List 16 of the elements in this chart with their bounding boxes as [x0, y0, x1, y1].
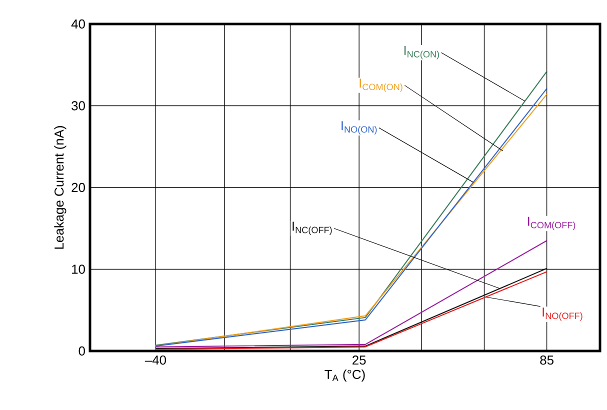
y-tick-label: 40 [71, 19, 85, 29]
x-tick-label: 25 [352, 356, 366, 365]
text: I$_{NC(OFF)}$ [292, 222, 332, 235]
y-tick-label: 20 [72, 182, 85, 192]
y-tick-label: 10 [72, 264, 85, 274]
x-axis-title: T$_{A}$ (°C) [324, 370, 365, 382]
y-axis-title: Leakage Current (nA) [54, 126, 66, 249]
x-tick-label: –40 [144, 356, 166, 365]
y-tick-label: 30 [72, 101, 85, 110]
text: I$_{NO(ON)}$ [342, 121, 377, 134]
text: I$_{NC(ON)}$ [404, 46, 440, 60]
x-tick-label: 85 [540, 356, 554, 365]
text: I$_{NO(OFF)}$ [542, 308, 582, 321]
series-label: I$_{COM(OFF)}$ [528, 216, 576, 230]
y-tick-label: 0 [78, 346, 85, 356]
text: I$_{COM(ON)}$ [360, 78, 402, 92]
